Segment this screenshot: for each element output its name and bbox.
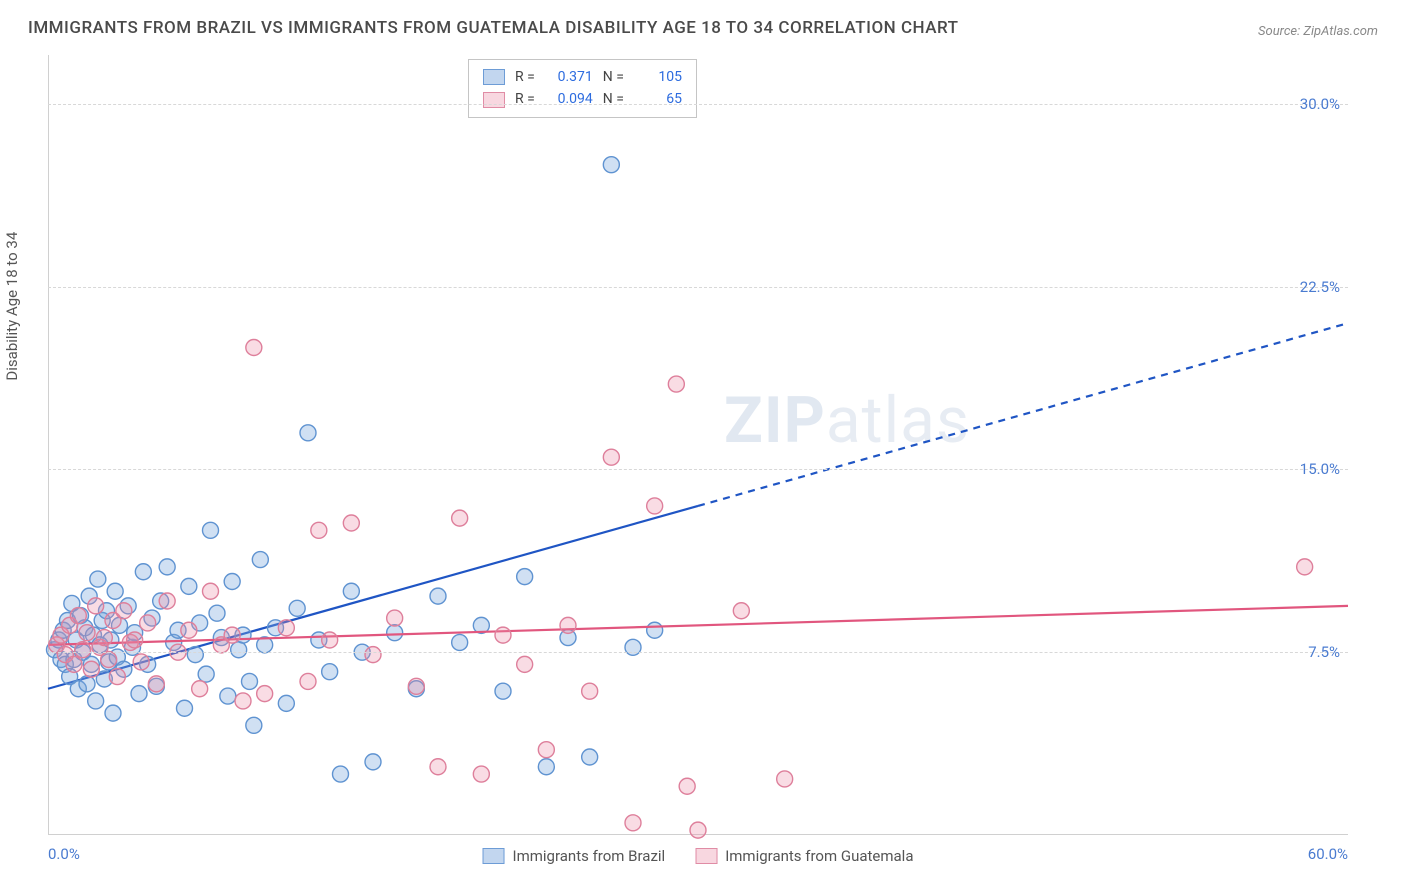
y-tick-label: 7.5% bbox=[1308, 643, 1340, 661]
source-label: Source: ZipAtlas.com bbox=[1258, 24, 1378, 39]
guatemala-legend-icon bbox=[695, 848, 717, 864]
brazil-legend-icon bbox=[483, 848, 505, 864]
brazil-r-value: 0.371 bbox=[545, 66, 593, 88]
guatemala-n-value: 65 bbox=[634, 88, 682, 110]
gridline bbox=[48, 652, 1348, 653]
y-tick-label: 22.5% bbox=[1300, 278, 1340, 296]
guatemala-r-value: 0.094 bbox=[545, 88, 593, 110]
plot-area: ZIPatlas R = 0.371 N = 105 R = 0.094 N =… bbox=[48, 55, 1348, 835]
y-tick-label: 15.0% bbox=[1300, 460, 1340, 478]
brazil-legend-label: Immigrants from Brazil bbox=[513, 847, 666, 865]
gridline bbox=[48, 104, 1348, 105]
legend-series: Immigrants from Brazil Immigrants from G… bbox=[483, 847, 914, 865]
brazil-n-value: 105 bbox=[634, 66, 682, 88]
gridline bbox=[48, 287, 1348, 288]
guatemala-legend-label: Immigrants from Guatemala bbox=[725, 847, 913, 865]
x-min-label: 0.0% bbox=[48, 845, 80, 863]
brazil-swatch-icon bbox=[483, 69, 505, 85]
gridline bbox=[48, 469, 1348, 470]
chart-title: IMMIGRANTS FROM BRAZIL VS IMMIGRANTS FRO… bbox=[28, 18, 959, 38]
scatter-svg bbox=[48, 55, 1348, 835]
x-max-label: 60.0% bbox=[1308, 845, 1348, 863]
guatemala-swatch-icon bbox=[483, 92, 505, 108]
y-tick-label: 30.0% bbox=[1300, 95, 1340, 113]
legend-stats: R = 0.371 N = 105 R = 0.094 N = 65 bbox=[468, 59, 697, 118]
y-axis-label: Disability Age 18 to 34 bbox=[3, 232, 21, 381]
